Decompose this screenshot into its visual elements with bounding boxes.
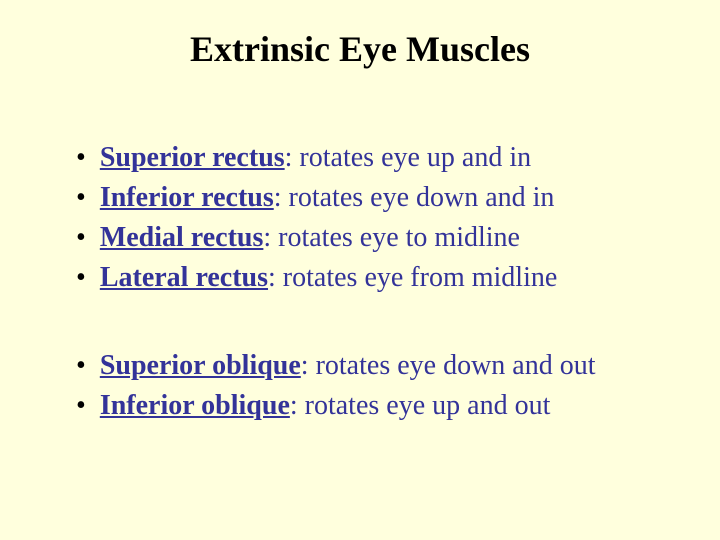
bullet-item: • Superior oblique: rotates eye down and…	[76, 350, 672, 382]
muscle-name: Superior rectus	[100, 142, 285, 173]
muscle-desc: : rotates eye from midline	[268, 262, 557, 293]
bullet-text: Lateral rectus: rotates eye from midline	[100, 262, 557, 294]
bullet-item: • Lateral rectus: rotates eye from midli…	[76, 262, 672, 294]
muscle-name: Lateral rectus	[100, 262, 268, 293]
bullet-text: Medial rectus: rotates eye to midline	[100, 222, 520, 254]
bullet-text: Superior rectus: rotates eye up and in	[100, 142, 531, 174]
bullet-icon: •	[76, 392, 86, 420]
muscle-name: Inferior rectus	[100, 182, 274, 213]
muscle-desc: : rotates eye down and out	[301, 350, 596, 381]
bullet-group-2: • Superior oblique: rotates eye down and…	[76, 350, 672, 422]
muscle-name: Medial rectus	[100, 222, 264, 253]
bullet-text: Inferior rectus: rotates eye down and in	[100, 182, 555, 214]
bullet-icon: •	[76, 264, 86, 292]
bullet-item: • Inferior rectus: rotates eye down and …	[76, 182, 672, 214]
bullet-icon: •	[76, 144, 86, 172]
bullet-item: • Inferior oblique: rotates eye up and o…	[76, 390, 672, 422]
muscle-desc: : rotates eye up and in	[285, 142, 531, 173]
muscle-name: Superior oblique	[100, 350, 301, 381]
muscle-desc: : rotates eye to midline	[263, 222, 520, 253]
muscle-desc: : rotates eye down and in	[274, 182, 555, 213]
bullet-text: Inferior oblique: rotates eye up and out	[100, 390, 551, 422]
muscle-desc: : rotates eye up and out	[290, 390, 550, 421]
bullet-item: • Superior rectus: rotates eye up and in	[76, 142, 672, 174]
group-gap	[48, 302, 672, 350]
muscle-name: Inferior oblique	[100, 390, 290, 421]
slide: Extrinsic Eye Muscles • Superior rectus:…	[0, 0, 720, 540]
bullet-text: Superior oblique: rotates eye down and o…	[100, 350, 596, 382]
bullet-icon: •	[76, 184, 86, 212]
slide-title: Extrinsic Eye Muscles	[48, 28, 672, 70]
bullet-icon: •	[76, 352, 86, 380]
bullet-icon: •	[76, 224, 86, 252]
bullet-item: • Medial rectus: rotates eye to midline	[76, 222, 672, 254]
bullet-group-1: • Superior rectus: rotates eye up and in…	[76, 142, 672, 294]
